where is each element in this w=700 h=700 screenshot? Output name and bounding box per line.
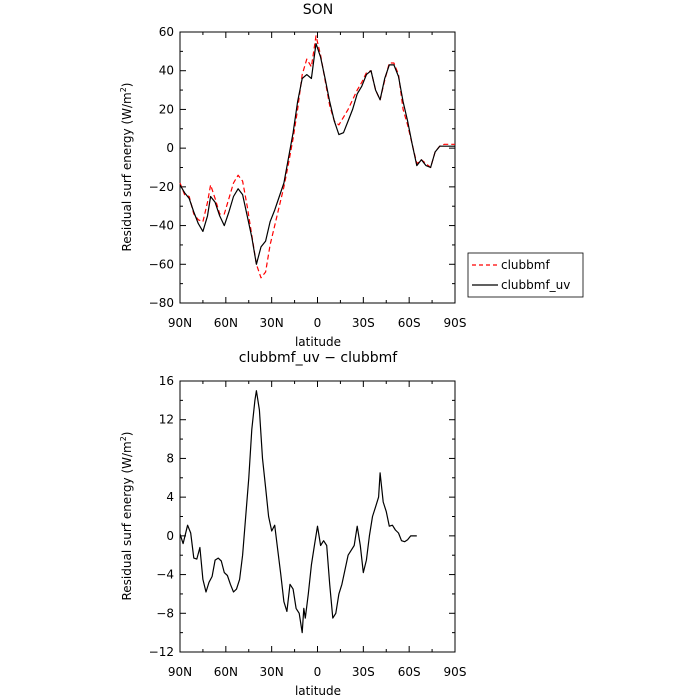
bottom-y-tick-label: −4 [156,568,174,582]
legend-clubbmf-label: clubbmf [501,258,550,272]
top-x-axis-label: latitude [295,335,341,349]
bottom-y-tick-label: 16 [159,374,174,388]
top-y-tick-label: 60 [159,25,174,39]
top-x-tick-label: 0 [314,316,322,330]
top-x-tick-label: 60N [214,316,238,330]
bottom-x-tick-label: 90N [168,665,192,679]
top-y-tick-label: 20 [159,102,174,116]
top-y-tick-label: 40 [159,64,174,78]
bottom-x-axis-label: latitude [295,684,341,698]
top-y-tick-label: −80 [149,296,174,310]
top-series-line-clubbmf [179,35,455,279]
top-y-axis-label: Residual surf energy (W/m2) [119,82,134,251]
bottom-y-axis-label: Residual surf energy (W/m2) [119,431,134,600]
bottom-y-tick-label: −12 [149,645,174,659]
bottom-series-lines [179,390,417,634]
top-y-tick-label: 0 [166,141,174,155]
bottom-y-tick-label: −8 [156,606,174,620]
bottom-y-tick-label: 4 [166,490,174,504]
legend-box [467,252,584,298]
top-y-tick-label: −40 [149,219,174,233]
bottom-x-tick-label: 30S [352,665,375,679]
bottom-series-line-0 [179,390,417,634]
bottom-chart-title: clubbmf_uv − clubbmf [239,350,398,366]
top-series-line-clubbmf-uv [179,43,455,265]
top-x-tick-label: 30N [260,316,284,330]
bottom-x-tick-label: 60S [398,665,421,679]
top-x-tick-label: 90S [444,316,467,330]
bottom-x-tick-label: 0 [314,665,322,679]
top-legend: clubbmf clubbmf_uv [467,252,584,298]
legend-clubbmf-uv-label: clubbmf_uv [501,278,570,292]
bottom-x-tick-label: 60N [214,665,238,679]
bottom-x-ticks: 90N 60N 30N 0 30S 60S 90S [168,381,467,679]
bottom-y-tick-label: 8 [166,451,174,465]
top-x-tick-label: 60S [398,316,421,330]
top-x-tick-label: 30S [352,316,375,330]
bottom-x-tick-label: 90S [444,665,467,679]
bottom-y-ticks: −12 −8 −4 0 4 8 12 16 [149,374,455,659]
top-y-ticks: −80 −60 −40 −20 0 20 40 60 [149,25,455,310]
top-series-lines [179,35,455,279]
bottom-plot-frame [179,380,456,653]
bottom-y-tick-label: 12 [159,413,174,427]
top-plot-frame [179,31,456,304]
top-chart-title: SON [303,2,333,18]
bottom-y-tick-label: 0 [166,529,174,543]
top-panel: SON −80 −60 −40 −20 0 20 40 60 90N 60N 30N 0 30S 60S… [119,2,584,349]
top-x-tick-label: 90N [168,316,192,330]
top-y-tick-label: −20 [149,180,174,194]
top-x-ticks: 90N 60N 30N 0 30S 60S 90S [168,32,467,330]
top-y-tick-label: −60 [149,257,174,271]
bottom-x-tick-label: 30N [260,665,284,679]
bottom-panel: clubbmf_uv − clubbmf −12 −8 −4 0 4 8 12 16 90N 6… [119,350,466,698]
